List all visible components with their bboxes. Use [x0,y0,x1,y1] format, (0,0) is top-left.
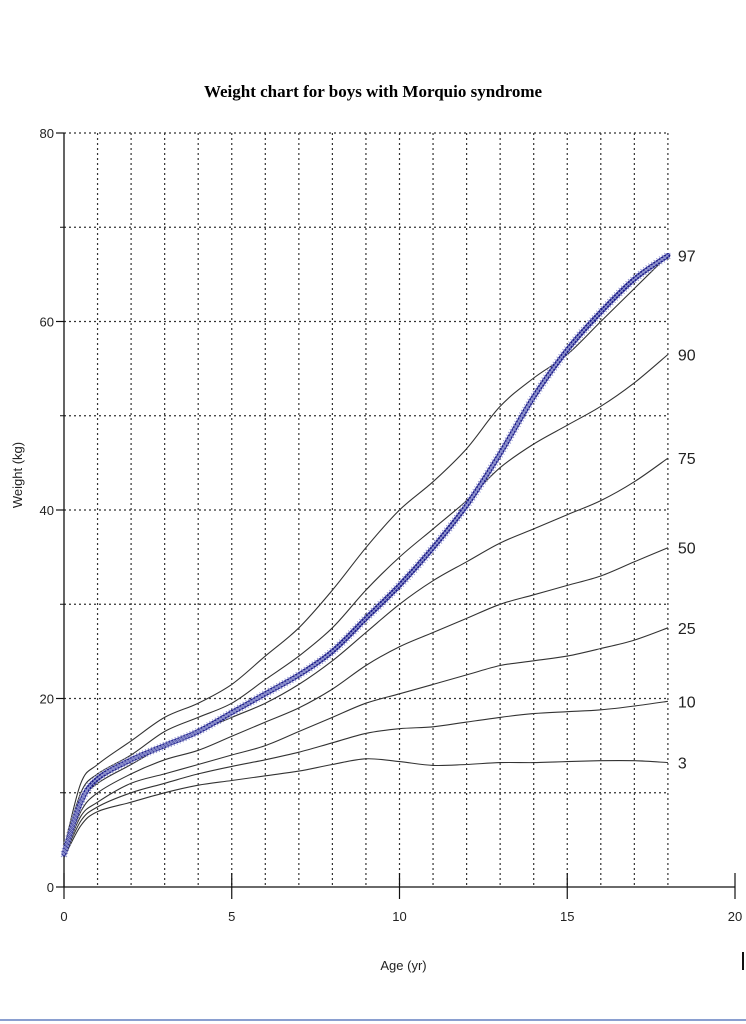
patient-marker [663,252,671,260]
percentile-label-25: 25 [678,621,696,638]
x-tick-label: 0 [60,909,67,924]
y-tick-label: 60 [40,315,54,330]
y-axis-title: Weight (kg) [10,442,25,508]
percentile-label-90: 90 [678,347,696,364]
percentile-curve-25 [63,627,669,857]
x-tick-label: 10 [392,909,406,924]
x-tick-label: 20 [728,909,742,924]
edge-mark [742,952,744,970]
y-tick-label: 40 [40,503,54,518]
percentile-curve-10 [63,700,668,858]
percentile-label-75: 75 [678,451,696,468]
percentile-curves [63,255,669,859]
percentile-curve-75 [63,457,669,854]
labels: 0 20 40 60 80 0 5 10 15 20 Age (yr) Weight (kg) 97 90… [10,126,742,973]
grid [64,132,669,887]
bottom-rule [0,1019,746,1021]
y-tick-label: 20 [40,692,54,707]
axes [56,132,736,899]
percentile-label-10: 10 [678,694,696,711]
percentile-curve-90 [63,354,669,852]
percentile-curve-50 [63,547,669,856]
y-tick-label: 0 [47,880,54,895]
percentile-label-97: 97 [678,249,696,266]
percentile-label-50: 50 [678,541,696,558]
x-tick-label: 5 [228,909,235,924]
percentile-curve-3 [63,758,668,859]
x-tick-label: 15 [560,909,574,924]
patient-curve [60,252,671,858]
chart-title: Weight chart for boys with Morquio syndr… [203,82,543,101]
percentile-label-3: 3 [678,756,687,773]
x-axis-title: Age (yr) [380,958,426,973]
y-tick-label: 80 [40,126,54,141]
